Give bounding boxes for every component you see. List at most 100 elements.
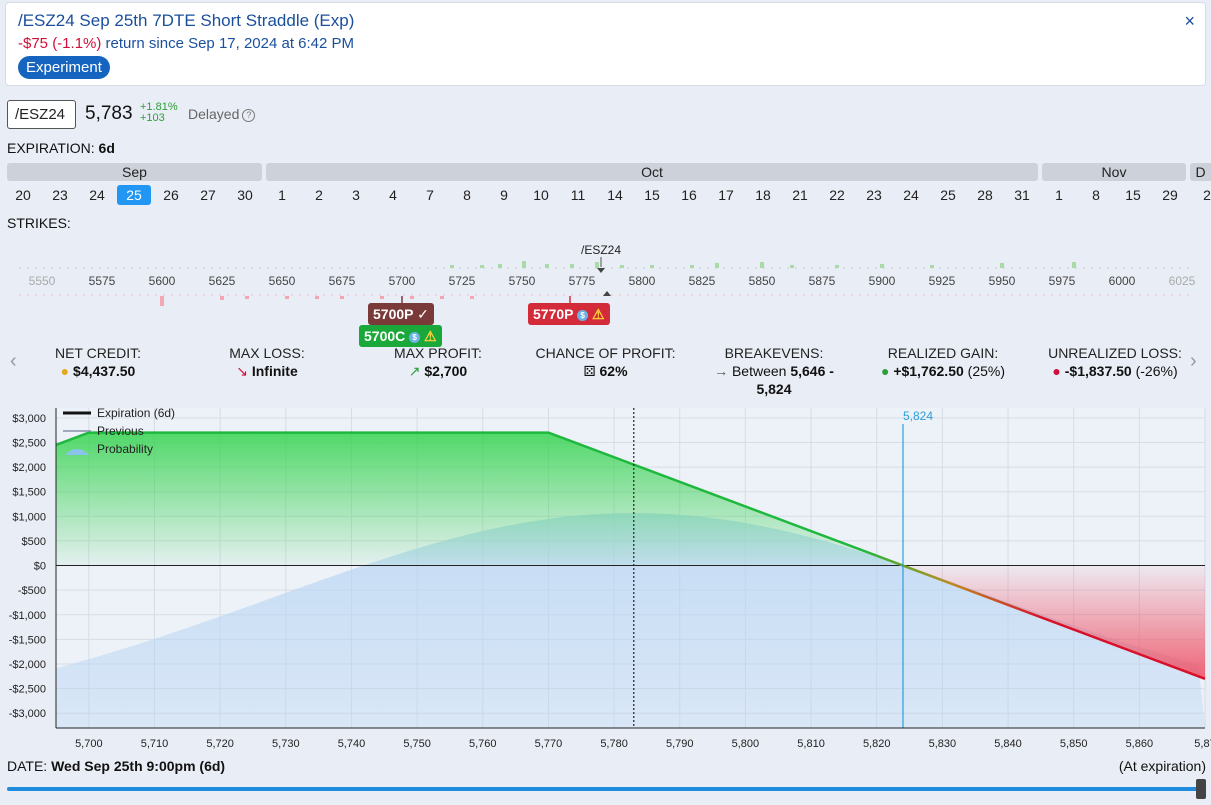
y-tick-label: $2,500 <box>12 437 46 449</box>
strike-label[interactable]: 5625 <box>208 274 236 288</box>
expiration-day[interactable]: 18 <box>755 187 771 203</box>
stat-value: 62% <box>599 363 628 379</box>
down-arrow-icon: ↘ <box>236 363 248 379</box>
strike-label[interactable]: 5650 <box>268 274 296 288</box>
expiration-day[interactable]: 1 <box>1055 187 1063 203</box>
strike-label[interactable]: 5875 <box>808 274 836 288</box>
call-volume-bar <box>650 265 654 268</box>
probability-area <box>56 513 1205 728</box>
expiration-day[interactable]: 28 <box>977 187 993 203</box>
strike-label[interactable]: 5775 <box>568 274 596 288</box>
help-icon[interactable]: ? <box>242 109 256 122</box>
expiration-day[interactable]: 23 <box>866 187 882 203</box>
expiration-day[interactable]: 24 <box>903 187 919 203</box>
strike-label[interactable]: 5575 <box>88 274 116 288</box>
chevron-left-icon[interactable]: ‹ <box>10 350 17 372</box>
x-tick-label: 5,790 <box>666 738 694 750</box>
expiration-day[interactable]: 17 <box>718 187 734 203</box>
profit-area <box>56 432 903 566</box>
expiration-day[interactable]: 14 <box>607 187 623 203</box>
expiration-day[interactable]: 27 <box>200 187 216 203</box>
strike-label[interactable]: 6025 <box>1168 274 1196 288</box>
x-tick-label: 5,860 <box>1126 738 1154 750</box>
expiration-day[interactable]: 3 <box>352 187 360 203</box>
x-tick-label: 5,750 <box>403 738 431 750</box>
expiration-day[interactable]: 20 <box>15 187 31 203</box>
put-volume-bar <box>315 296 319 299</box>
stat-value: +$1,762.50 <box>893 363 964 379</box>
leg-5770p[interactable]: 5770P $ ⚠ <box>528 303 610 325</box>
expiration-day[interactable]: 4 <box>389 187 397 203</box>
call-volume-bar <box>1072 262 1076 268</box>
stat-extra: (-26%) <box>1135 363 1178 379</box>
legend-probability-swatch <box>65 449 89 455</box>
expiration-day[interactable]: 11 <box>570 187 586 203</box>
expiration-day[interactable]: 25 <box>940 187 956 203</box>
put-volume-bar <box>340 296 344 299</box>
money-bag-icon: ● <box>1052 363 1061 379</box>
stat-unrealized-loss: UNREALIZED LOSS: ● -$1,837.50 (-26%) <box>1040 344 1190 380</box>
expiration-day[interactable]: 29 <box>1162 187 1178 203</box>
expiration-day[interactable]: 15 <box>644 187 660 203</box>
expiration-day[interactable]: 22 <box>829 187 845 203</box>
call-volume-bar <box>595 262 599 268</box>
call-volume-bar <box>498 264 502 268</box>
strike-label[interactable]: 5750 <box>508 274 536 288</box>
leg-5700c[interactable]: 5700C $ ⚠ <box>359 325 442 347</box>
expiration-day[interactable]: 7 <box>426 187 434 203</box>
strike-label[interactable]: 5950 <box>988 274 1016 288</box>
expiration-day[interactable]: 21 <box>792 187 808 203</box>
expiration-day[interactable]: 2 <box>315 187 323 203</box>
chevron-right-icon[interactable]: › <box>1190 350 1197 372</box>
strike-label[interactable]: 5725 <box>448 274 476 288</box>
expiration-day[interactable]: 26 <box>163 187 179 203</box>
date-slider-track[interactable] <box>7 787 1202 791</box>
date-prefix: DATE: <box>7 758 48 774</box>
strike-label[interactable]: 5600 <box>148 274 176 288</box>
expiration-day[interactable]: 23 <box>52 187 68 203</box>
experiment-badge[interactable]: Experiment <box>18 56 110 79</box>
strike-label[interactable]: 5700 <box>388 274 416 288</box>
expiration-day[interactable]: 16 <box>681 187 697 203</box>
x-tick-label: 5,810 <box>797 738 825 750</box>
strike-label[interactable]: 5825 <box>688 274 716 288</box>
stat-max-profit: MAX PROFIT: ↗ $2,700 <box>382 344 494 380</box>
x-tick-label: 5,830 <box>929 738 957 750</box>
close-icon[interactable]: × <box>1184 11 1195 31</box>
pnl-chart[interactable]: 5,824 $3,000 $2,500 $2,000 $1,500 $1,000 $500 $… <box>0 403 1211 753</box>
expiration-day[interactable]: 15 <box>1125 187 1141 203</box>
expiration-day[interactable]: 31 <box>1014 187 1030 203</box>
date-value: Wed Sep 25th 9:00pm (6d) <box>51 758 226 774</box>
x-tick-label: 5,820 <box>863 738 891 750</box>
strike-label[interactable]: 5975 <box>1048 274 1076 288</box>
expiration-day[interactable]: 25 <box>117 185 151 205</box>
expiration-day[interactable]: 2 <box>1203 187 1211 203</box>
symbol-input[interactable]: /ESZ24 <box>7 100 76 129</box>
strike-axis[interactable]: /ESZ24 <box>0 240 1211 330</box>
strike-label[interactable]: 5675 <box>328 274 356 288</box>
stat-chance-of-profit: CHANCE OF PROFIT: ⚄ 62% <box>530 344 681 380</box>
month-sep: Sep <box>7 163 262 181</box>
strike-label[interactable]: 6000 <box>1108 274 1136 288</box>
strike-label[interactable]: 5925 <box>928 274 956 288</box>
x-tick-label: 5,850 <box>1060 738 1088 750</box>
expiration-day[interactable]: 8 <box>1092 187 1100 203</box>
expiration-day[interactable]: 1 <box>278 187 286 203</box>
strike-label[interactable]: 5850 <box>748 274 776 288</box>
date-slider-handle[interactable] <box>1196 779 1206 799</box>
stat-value-2: 5,824 <box>756 381 792 397</box>
call-volume-bar <box>522 261 526 268</box>
put-volume-bar <box>220 296 224 300</box>
leg-5700p[interactable]: 5700P ✓ <box>368 303 434 325</box>
expiration-day[interactable]: 9 <box>500 187 508 203</box>
expiration-day[interactable]: 10 <box>533 187 549 203</box>
expiration-day[interactable]: 30 <box>237 187 253 203</box>
right-arrow-icon: → <box>714 363 729 379</box>
underlying-price: 5,783 <box>85 103 133 124</box>
strike-label[interactable]: 5550 <box>28 274 56 288</box>
call-volume-bar <box>690 265 694 268</box>
strike-label[interactable]: 5800 <box>628 274 656 288</box>
expiration-day[interactable]: 8 <box>463 187 471 203</box>
expiration-day[interactable]: 24 <box>89 187 105 203</box>
strike-label[interactable]: 5900 <box>868 274 896 288</box>
